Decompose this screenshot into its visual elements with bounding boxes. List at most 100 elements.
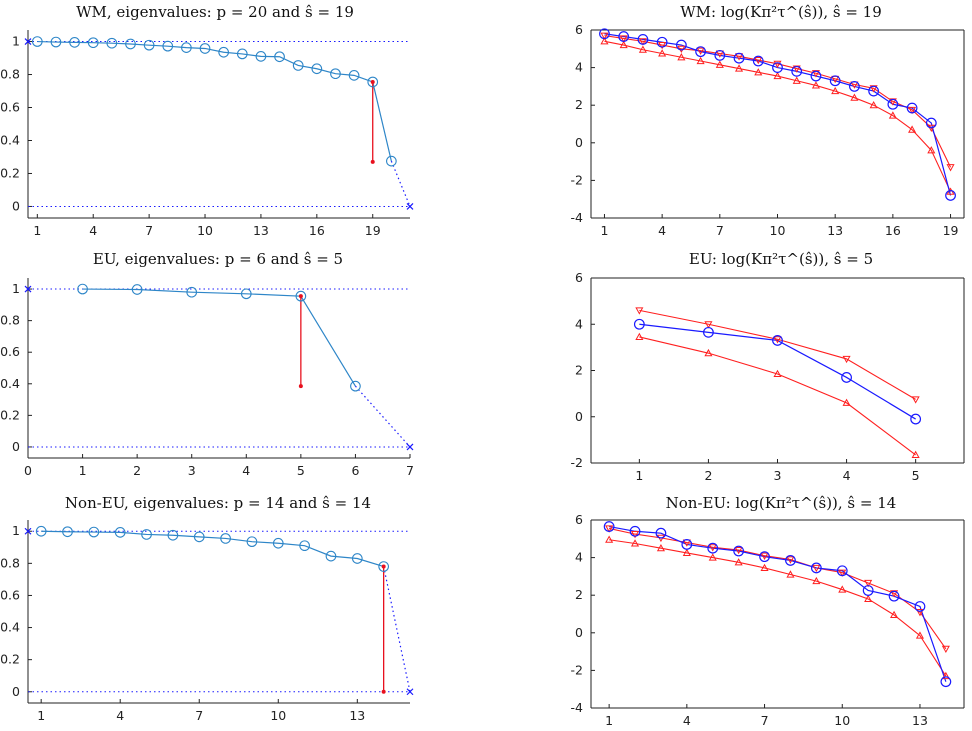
eigenvalue-point: [141, 529, 152, 540]
y-tick-label: 0.2: [0, 165, 20, 180]
estimate-point: [785, 555, 796, 566]
y-tick-label: 6: [575, 22, 583, 37]
selected-point-dot: [370, 79, 375, 84]
y-tick-label: -4: [571, 210, 584, 225]
x-tick-label: 4: [89, 223, 97, 238]
y-tick-label: 2: [575, 363, 583, 378]
eigenvalue-point: [274, 51, 285, 63]
eigenvalue-point: [378, 561, 390, 572]
estimate-line: [639, 323, 916, 420]
lower-bound-point: [908, 125, 917, 133]
estimate-point: [675, 39, 687, 51]
endpoint-stroke: [406, 443, 414, 451]
estimate-point: [887, 98, 899, 110]
estimate-point: [829, 75, 841, 87]
x-tick-label: 1: [605, 713, 613, 728]
estimate-point: [752, 55, 764, 67]
y-tick-label: 0: [575, 409, 583, 424]
upper-bound-point: [908, 106, 917, 115]
lower-bound-point: [619, 40, 628, 49]
upper-bound-point: [635, 307, 644, 315]
upper-bound-point: [696, 47, 705, 55]
y-tick-label: 0.6: [0, 100, 20, 115]
y-tick-label: 6: [575, 270, 583, 285]
chart-wm-log: WM: log(Kπ²τ^(ŝ)), ŝ = 19 1 4 7 10 13 16 19 -4 -…: [571, 3, 965, 238]
lower-bound-point: [708, 553, 717, 561]
upper-bound-point: [812, 564, 821, 573]
estimate-point: [906, 102, 918, 114]
upper-bound-point: [638, 38, 647, 46]
eigenvalue-point: [62, 526, 73, 538]
upper-bound-point: [915, 609, 925, 617]
eigenvalue-line: [82, 288, 356, 387]
eigenvalue-point: [240, 288, 252, 300]
x-tick-label: 4: [843, 468, 851, 483]
x-tick-label: 10: [770, 223, 786, 238]
lower-bound-point: [704, 348, 713, 357]
estimate-point: [841, 372, 852, 383]
lower-bound-point: [696, 56, 705, 65]
x-tick-label: 13: [349, 708, 365, 723]
endpoint-marker: [406, 443, 414, 451]
estimate-line: [604, 33, 952, 196]
eigenvalue-point: [272, 537, 284, 549]
eigenvalue-point: [311, 63, 323, 75]
estimate-point: [695, 46, 706, 58]
upper-bound-point: [842, 355, 851, 364]
endpoint-marker: [406, 203, 414, 210]
lower-bound-point: [890, 610, 899, 618]
lower-bound-point: [630, 539, 640, 547]
selected-stem-dot: [298, 384, 303, 389]
estimate-point: [940, 676, 952, 688]
chart-eu-eigenvalues: EU, eigenvalues: p = 6 and ŝ = 5 0 1 2 3 4 5 6…: [0, 250, 414, 478]
eigenvalue-point: [106, 37, 118, 49]
y-tick-label: 0.8: [0, 67, 20, 82]
y-tick-label: 2: [575, 97, 583, 112]
endpoint-stroke: [24, 38, 32, 45]
y-tick-label: 0.8: [0, 313, 20, 328]
estimate-point: [655, 527, 667, 539]
upper-bound-point: [773, 60, 782, 69]
lower-bound-point: [677, 53, 686, 61]
upper-bound-point: [946, 164, 955, 172]
chart-wm-eigenvalues: WM, eigenvalues: p = 20 and ŝ = 19 1 4 7 10…: [0, 3, 414, 238]
x-tick-label: 7: [145, 223, 153, 238]
estimate-point: [910, 413, 922, 425]
y-tick-label: -2: [571, 455, 583, 470]
estimate-point: [714, 49, 726, 61]
y-tick-label: 0: [12, 439, 20, 454]
estimate-point: [836, 565, 848, 577]
estimate-point: [945, 190, 956, 201]
x-tick-label: 1: [600, 223, 608, 238]
endpoint-stroke: [24, 285, 32, 293]
chart-title: Non-EU: log(Kπ²τ^(ŝ)), ŝ = 14: [666, 494, 897, 512]
y-tick-label: 0.4: [0, 376, 20, 391]
estimate-point: [656, 36, 668, 48]
eigenvalue-point: [50, 36, 62, 48]
eigenvalue-point: [167, 529, 179, 541]
upper-bound-point: [754, 57, 763, 65]
endpoint-marker: [24, 527, 32, 535]
lower-bound-point: [786, 570, 795, 578]
y-tick-label: 1: [12, 34, 20, 49]
x-tick-label: 7: [761, 713, 769, 728]
lower-bound-point: [605, 535, 614, 543]
endpoint-stroke: [406, 203, 414, 210]
upper-bound-point: [773, 336, 782, 344]
eigenvalue-point: [87, 37, 99, 49]
eigenvalue-point: [218, 46, 230, 58]
endpoint-marker: [24, 285, 32, 293]
estimate-point: [629, 525, 641, 537]
lower-bound-point: [656, 543, 665, 552]
chart-title: Non-EU, eigenvalues: p = 14 and ŝ = 14: [65, 494, 371, 512]
x-tick-label: 13: [253, 223, 269, 238]
lower-bound-point: [600, 37, 609, 45]
estimate-point: [599, 28, 610, 40]
chart-title: WM, eigenvalues: p = 20 and ŝ = 19: [76, 3, 354, 21]
x-tick-label: 13: [827, 223, 843, 238]
upper-bound-line: [604, 35, 952, 168]
x-tick-label: 7: [406, 463, 414, 478]
x-tick-label: 10: [270, 708, 286, 723]
eigenvalue-point: [35, 525, 47, 537]
estimate-point: [733, 52, 745, 64]
